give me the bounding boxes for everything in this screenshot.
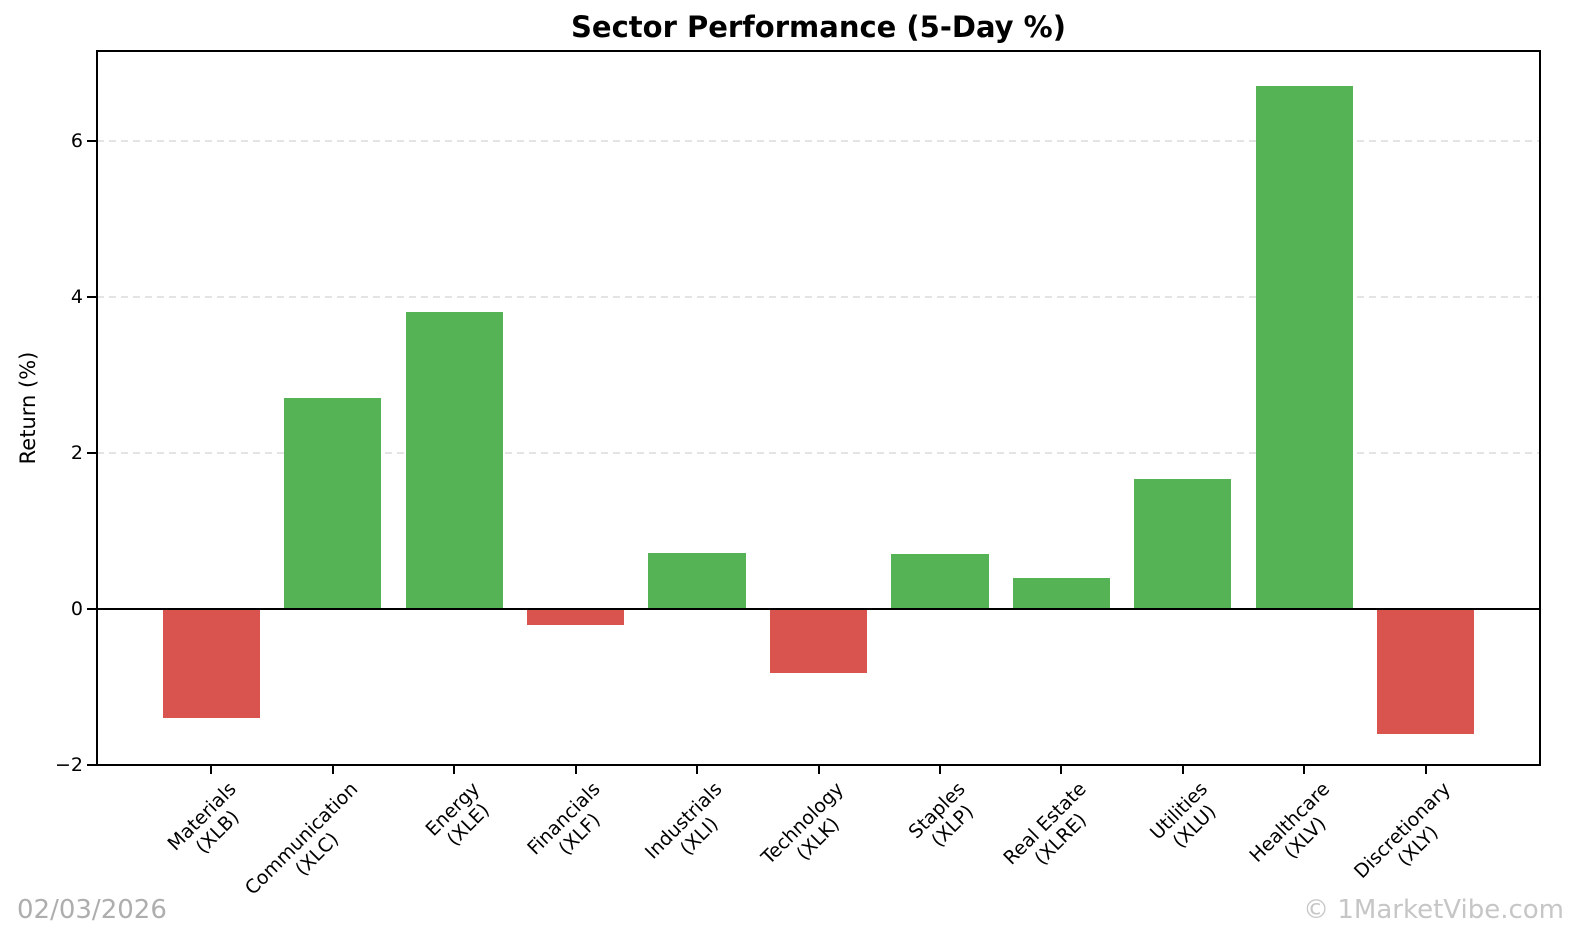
y-tick-label-6: 6 — [70, 129, 83, 152]
bar-xlre — [1012, 577, 1110, 609]
x-tick-label-text: Discretionary (XLY) — [1350, 778, 1456, 883]
bar-xli — [648, 552, 746, 609]
x-tick-mark-5 — [817, 765, 820, 774]
bar-xlv — [1255, 86, 1353, 609]
x-tick-mark-8 — [1181, 765, 1184, 774]
x-tick-label-text: Financials (XLF) — [523, 778, 606, 860]
bar-xlc — [284, 398, 382, 609]
y-tick-mark-4 — [87, 295, 96, 298]
x-tick-label-text: Staples (XLP) — [904, 778, 979, 852]
x-tick-label-text: Industrials (XLI) — [641, 778, 727, 864]
y-tick-label--2: −2 — [54, 754, 83, 776]
bar-xlf — [526, 608, 625, 625]
bar-xlu — [1134, 479, 1232, 609]
x-tick-label-text: Communication (XLC) — [240, 778, 363, 900]
bar-xle — [405, 312, 503, 609]
zero-line — [97, 607, 1540, 611]
bar-xly — [1377, 608, 1475, 734]
x-tick-mark-6 — [938, 765, 941, 774]
date-label: 02/03/2026 — [17, 895, 167, 925]
y-tick-mark-2 — [87, 451, 96, 454]
x-tick-label-text: Utilities (XLU) — [1146, 778, 1222, 853]
x-tick-mark-2 — [453, 765, 456, 774]
bar-xlb — [162, 608, 260, 719]
x-tick-mark-9 — [1303, 765, 1306, 774]
x-tick-label-text: Materials (XLB) — [163, 778, 244, 859]
gridline-y6 — [97, 139, 1540, 142]
y-tick-mark-6 — [87, 139, 96, 142]
gridline-y4 — [97, 295, 1540, 298]
y-tick-mark--2 — [87, 764, 96, 766]
x-tick-mark-0 — [210, 765, 213, 774]
x-tick-mark-1 — [331, 765, 334, 774]
bar-xlp — [891, 554, 989, 609]
x-tick-label-text: Healthcare (XLV) — [1245, 778, 1334, 867]
x-tick-mark-10 — [1424, 765, 1427, 774]
chart-title: Sector Performance (5-Day %) — [571, 10, 1066, 44]
x-tick-label-text: Real Estate (XLRE) — [999, 778, 1092, 870]
y-tick-label-0: 0 — [70, 597, 83, 620]
x-tick-mark-7 — [1060, 765, 1063, 774]
gridline-y2 — [97, 451, 1540, 454]
bar-xlk — [769, 608, 868, 673]
x-tick-label-text: Energy (XLE) — [421, 778, 494, 851]
plot-frame — [96, 50, 1541, 766]
x-tick-mark-4 — [696, 765, 699, 774]
y-tick-label-4: 4 — [70, 285, 83, 308]
watermark: © 1MarketVibe.com — [1303, 895, 1564, 925]
x-tick-mark-3 — [574, 765, 577, 774]
y-tick-mark-0 — [87, 607, 96, 610]
y-tick-label-2: 2 — [70, 441, 83, 464]
x-tick-label-text: Technology (XLK) — [757, 778, 849, 869]
